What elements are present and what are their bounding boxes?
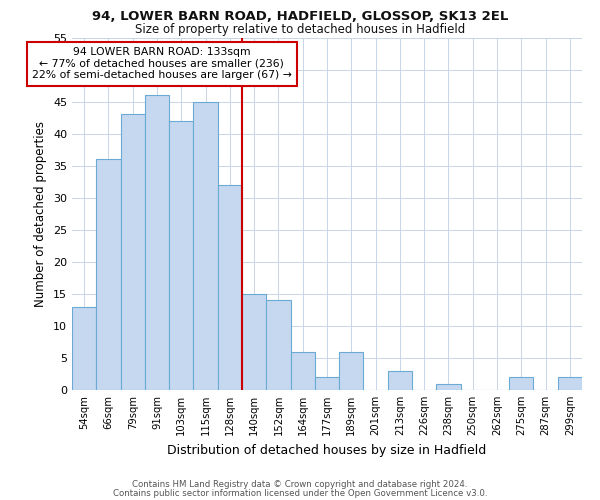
- Bar: [290, 352, 315, 390]
- Bar: [169, 121, 193, 390]
- Bar: [315, 377, 339, 390]
- Bar: [266, 300, 290, 390]
- Text: Contains HM Land Registry data © Crown copyright and database right 2024.: Contains HM Land Registry data © Crown c…: [132, 480, 468, 489]
- Bar: [509, 377, 533, 390]
- X-axis label: Distribution of detached houses by size in Hadfield: Distribution of detached houses by size …: [167, 444, 487, 456]
- Text: 94 LOWER BARN ROAD: 133sqm
← 77% of detached houses are smaller (236)
22% of sem: 94 LOWER BARN ROAD: 133sqm ← 77% of deta…: [32, 47, 292, 80]
- Bar: [96, 160, 121, 390]
- Bar: [242, 294, 266, 390]
- Bar: [339, 352, 364, 390]
- Bar: [145, 95, 169, 390]
- Bar: [436, 384, 461, 390]
- Text: Contains public sector information licensed under the Open Government Licence v3: Contains public sector information licen…: [113, 489, 487, 498]
- Text: Size of property relative to detached houses in Hadfield: Size of property relative to detached ho…: [135, 22, 465, 36]
- Text: 94, LOWER BARN ROAD, HADFIELD, GLOSSOP, SK13 2EL: 94, LOWER BARN ROAD, HADFIELD, GLOSSOP, …: [92, 10, 508, 23]
- Bar: [388, 371, 412, 390]
- Bar: [558, 377, 582, 390]
- Bar: [72, 306, 96, 390]
- Bar: [121, 114, 145, 390]
- Bar: [193, 102, 218, 390]
- Y-axis label: Number of detached properties: Number of detached properties: [34, 120, 47, 306]
- Bar: [218, 185, 242, 390]
